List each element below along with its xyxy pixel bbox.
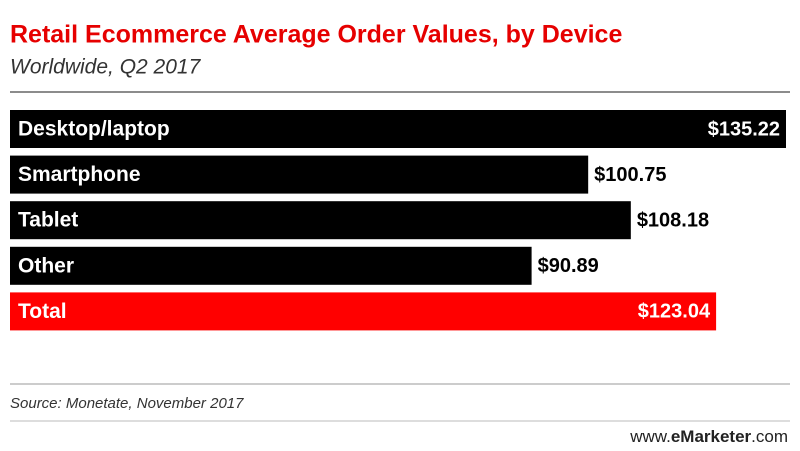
chart-title: Retail Ecommerce Average Order Values, b… [10,21,622,49]
brand: www.eMarketer.com [629,427,788,446]
bar [10,246,532,285]
value-label: $100.75 [594,164,666,186]
category-label: Other [18,254,74,277]
brand-part: eMarketer [671,427,752,446]
bar [10,292,717,331]
value-label: $108.18 [637,209,709,231]
chart-subtitle: Worldwide, Q2 2017 [10,56,202,79]
source: Source: Monetate, November 2017 [10,395,244,412]
category-label: Total [18,300,67,323]
category-label: Desktop/laptop [18,118,170,141]
bar [10,110,786,148]
category-label: Tablet [18,209,78,232]
value-label: $135.22 [708,118,780,140]
brand-part: .com [751,427,788,446]
category-label: Smartphone [18,163,141,186]
bar [10,155,589,194]
bar [10,201,631,240]
brand-part: www. [629,427,671,446]
value-label: $123.04 [638,301,711,323]
value-label: $90.89 [538,255,599,277]
